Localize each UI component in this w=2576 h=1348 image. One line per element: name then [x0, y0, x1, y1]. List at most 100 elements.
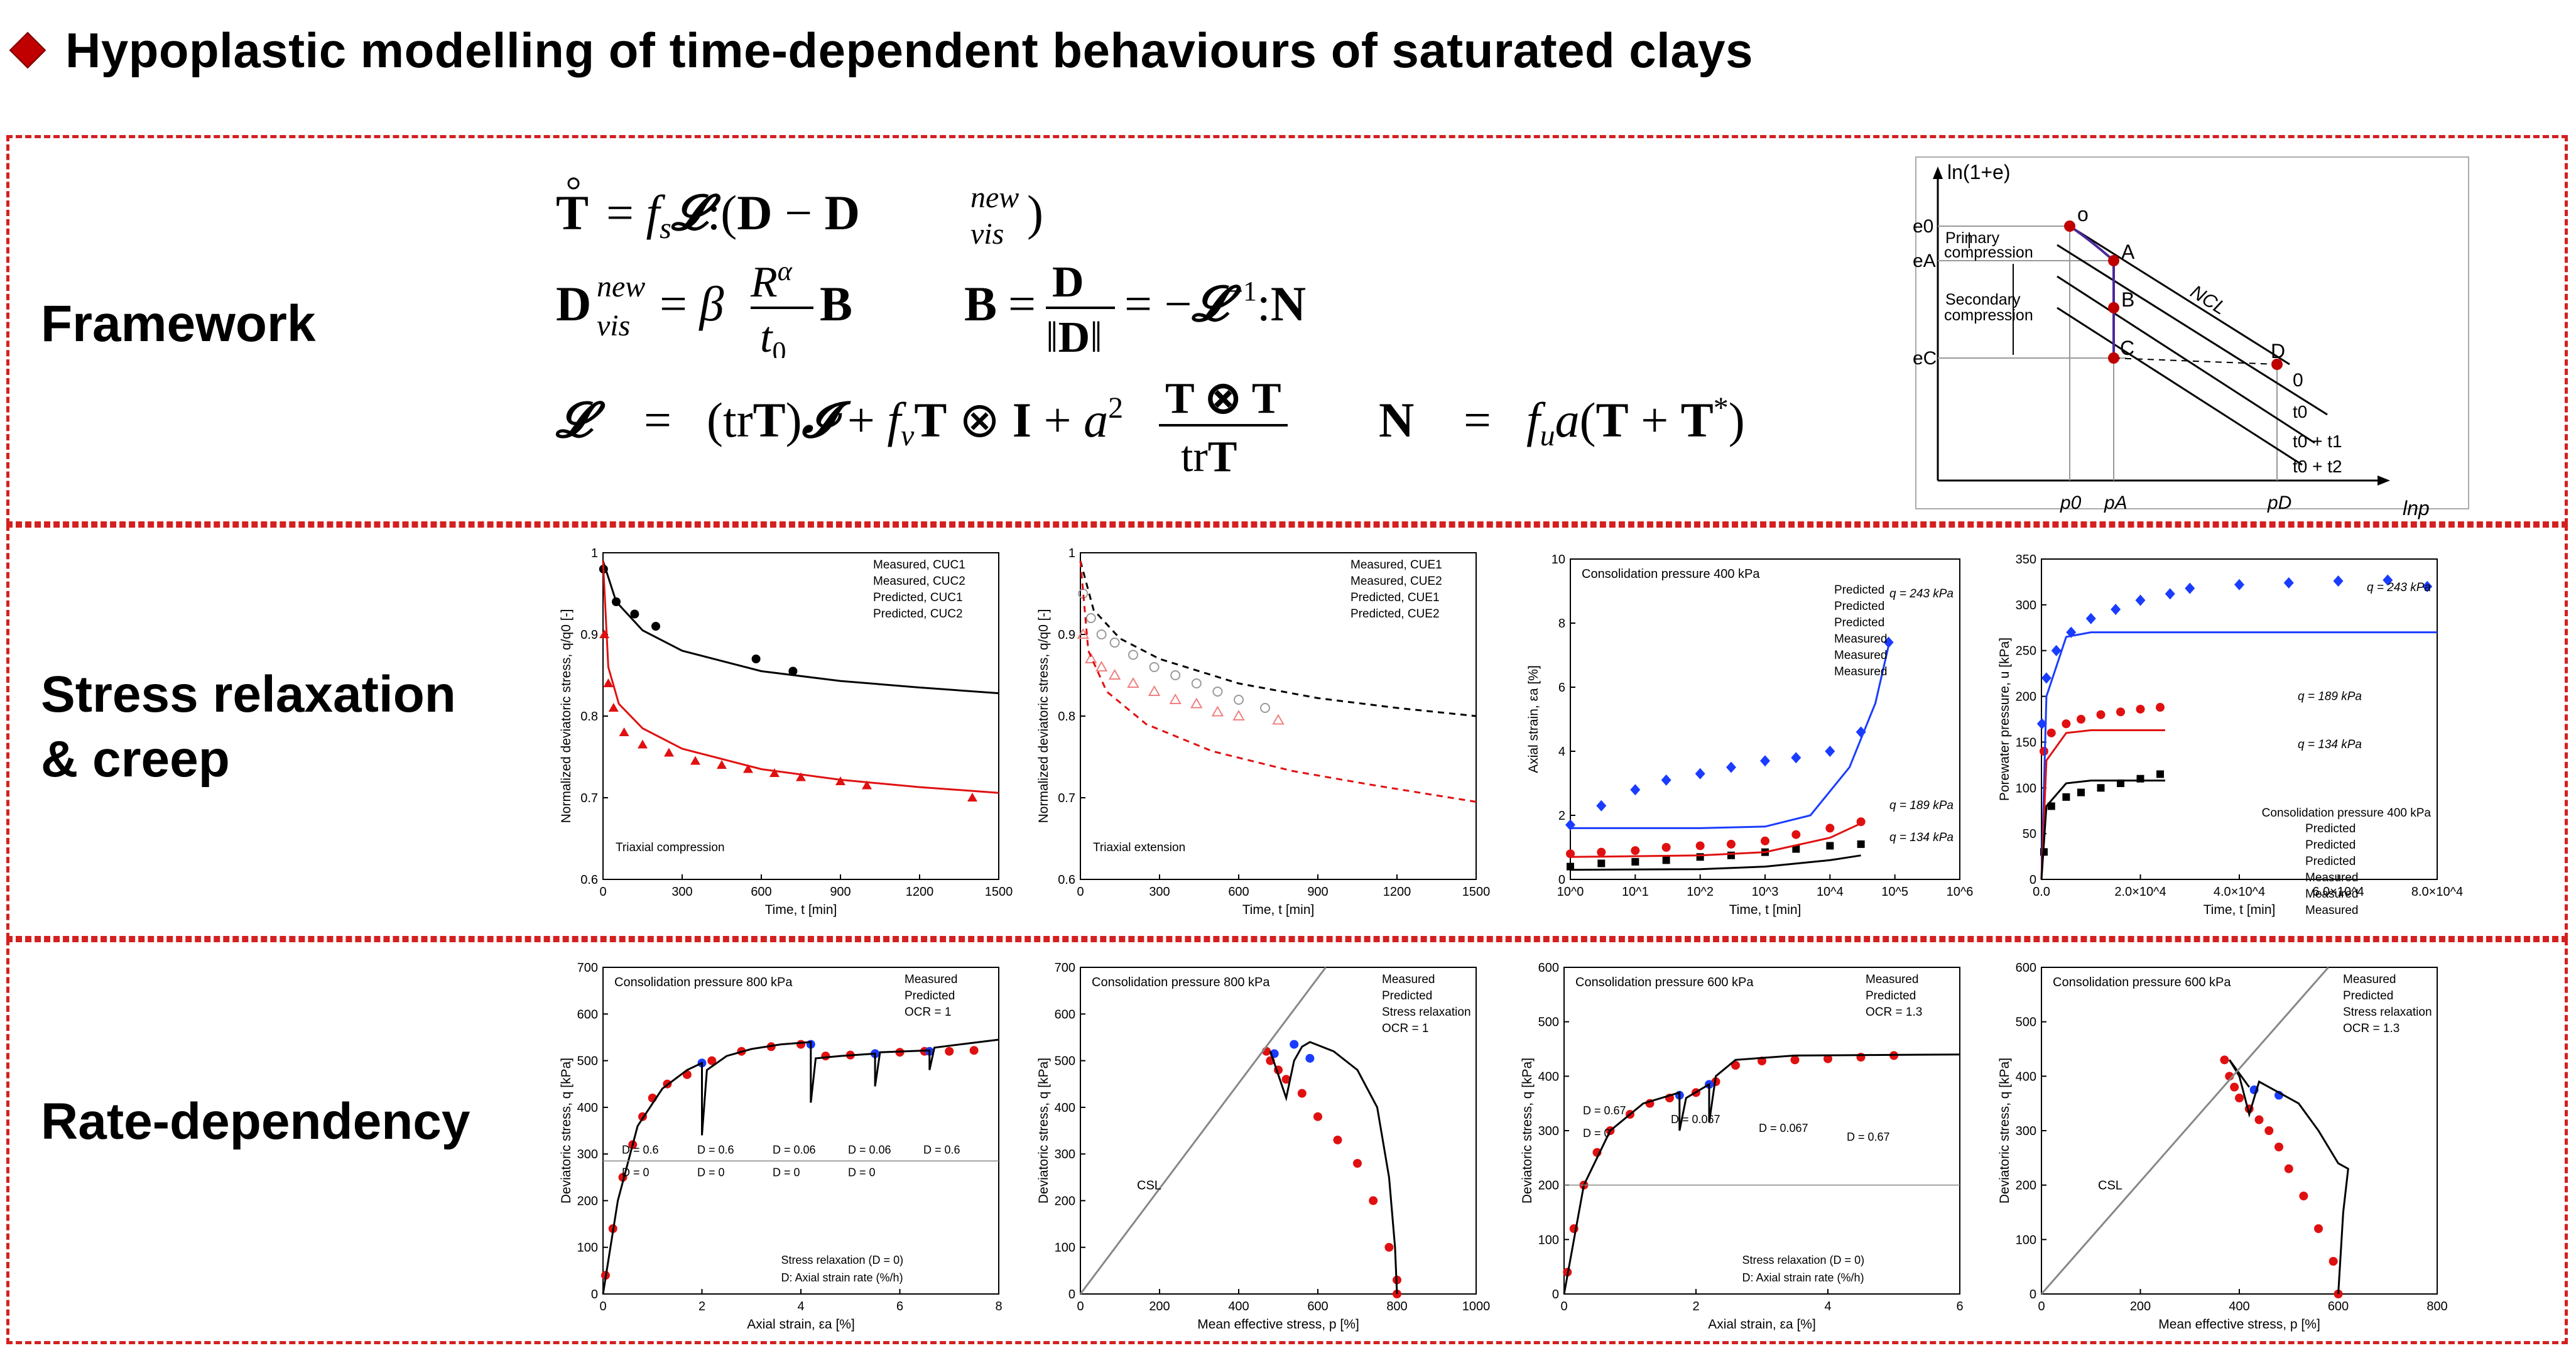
data-point	[1281, 1075, 1291, 1084]
y-tick-label: 100	[2016, 781, 2036, 795]
data-point	[1856, 1053, 1866, 1062]
x-tick-label: 8.0×10^4	[2411, 885, 2463, 899]
data-point	[1661, 774, 1671, 786]
legend-entry: Measured, CUE1	[1350, 558, 1442, 572]
plot-annotation: D: Axial strain rate (%/h)	[781, 1271, 903, 1284]
data-point	[796, 772, 806, 781]
data-point	[1727, 851, 1735, 859]
plot-annotation: D = 0	[697, 1166, 725, 1178]
legend-entry: OCR = 1	[1382, 1022, 1428, 1035]
plot-annotation: Stress relaxation (D = 0)	[781, 1254, 904, 1266]
y-tick-label: 250	[2016, 644, 2036, 658]
data-point	[2299, 1192, 2308, 1200]
legend-entry: Measured	[905, 973, 958, 986]
legend-entry: Measured	[1834, 649, 1888, 662]
x-tick-label: 400	[2229, 1300, 2249, 1313]
stress-relaxation-label-2: & creep	[41, 730, 230, 788]
series-line	[1570, 645, 1890, 829]
plot-annotation: q = 243 kPa	[1889, 587, 1954, 601]
plot-annotation: D = 0	[848, 1166, 876, 1178]
svg-text:(trT)𝓘 + fvT ⊗ I + a2: (trT)𝓘 + fvT ⊗ I + a2	[707, 391, 1123, 452]
data-point	[1384, 1242, 1394, 1252]
data-point	[1290, 1040, 1299, 1049]
plot-title: Consolidation pressure 600 kPa	[2053, 976, 2231, 989]
legend-entry: Measured, CUC2	[873, 575, 965, 588]
page-title: Hypoplastic modelling of time-dependent …	[65, 22, 1753, 78]
plot-annotation: D = 0	[773, 1166, 800, 1178]
svg-text:): )	[1027, 185, 1043, 240]
data-point	[1761, 836, 1769, 845]
x-tick-label: 300	[1149, 885, 1170, 899]
data-point	[1825, 746, 1835, 757]
data-point	[1725, 761, 1736, 773]
data-point	[1726, 839, 1736, 849]
y-tick-label: 1	[591, 546, 598, 560]
ncl-t0: t0	[2293, 402, 2307, 421]
legend-entry: OCR = 1	[905, 1006, 951, 1019]
x-tick-label: 2	[1692, 1300, 1699, 1313]
legend-entry: Measured	[2305, 871, 2359, 884]
series-line	[1079, 967, 1327, 1295]
series-line	[2040, 780, 2165, 880]
plot-annotation: D = 0.6	[697, 1143, 734, 1156]
legend-entry: Predicted	[2305, 855, 2356, 868]
ncl-b: B	[2121, 288, 2134, 311]
x-tick-label: 10^3	[1752, 885, 1779, 899]
svg-text:=: =	[1464, 393, 1491, 447]
plot-annotation: q = 243 kPa	[2367, 581, 2431, 594]
svg-text:= fs𝓛:(D − D: = fs𝓛:(D − D	[606, 185, 860, 245]
data-point	[796, 1040, 805, 1049]
svg-text:= −𝓛−1:N: = −𝓛−1:N	[1124, 276, 1306, 331]
data-point	[1085, 613, 1096, 623]
svg-text:D: D	[556, 276, 591, 331]
chart-triaxial-compression: 0 300 600 900 1200 1500 0.6 0.7 0.8 0.9 1 Time, t […	[559, 546, 1013, 917]
series-line	[1563, 1053, 1960, 1295]
legend-entry: Measured, CUC1	[873, 558, 965, 572]
series-line	[602, 1038, 999, 1295]
y-tick-label: 6	[1558, 681, 1565, 695]
legend-entry: Measured	[1382, 973, 1435, 986]
data-point	[1333, 1135, 1342, 1144]
data-point	[1313, 1112, 1322, 1121]
data-point	[2041, 672, 2052, 684]
data-point	[2234, 579, 2244, 590]
data-point	[2062, 793, 2070, 801]
legend-entry: Predicted	[2305, 822, 2356, 835]
data-point	[743, 764, 753, 773]
y-tick-label: 600	[577, 1008, 598, 1021]
x-tick-label: 0	[1560, 1300, 1567, 1313]
page-title-bar: Hypoplastic modelling of time-dependent …	[0, 13, 1753, 88]
y-tick-label: 400	[2016, 1070, 2036, 1084]
data-point	[1148, 685, 1161, 696]
y-tick-label: 500	[1538, 1016, 1559, 1030]
legend-entry: OCR = 1.3	[1866, 1006, 1922, 1019]
x-tick-label: 600	[1307, 1300, 1328, 1313]
x-tick-label: 4	[1824, 1300, 1831, 1313]
data-point	[1108, 668, 1121, 680]
svg-text:t0: t0	[760, 313, 786, 358]
y-tick-label: 0.6	[580, 873, 598, 887]
data-point	[2329, 1257, 2338, 1266]
x-tick-label: 0	[599, 1300, 606, 1313]
plot-title: Consolidation pressure 800 kPa	[1092, 976, 1270, 989]
x-tick-label: 200	[2130, 1300, 2151, 1313]
data-point	[2422, 580, 2433, 592]
x-tick-label: 10^5	[1881, 885, 1908, 899]
plot-annotation: D = 0	[1583, 1127, 1611, 1139]
data-point	[1077, 628, 1089, 639]
data-point	[1127, 677, 1139, 688]
data-point	[1790, 1055, 1800, 1065]
y-tick-label: 200	[1055, 1194, 1075, 1208]
data-point	[945, 1046, 954, 1056]
legend-entry: Measured	[1866, 973, 1919, 986]
x-tick-label: 1200	[1383, 885, 1411, 899]
svg-text:= β: = β	[660, 276, 724, 331]
ncl-t0t2: t0 + t2	[2293, 457, 2342, 476]
y-tick-label: 0	[2030, 1288, 2036, 1302]
data-point	[2383, 574, 2393, 586]
ncl-x-label: lnp	[2403, 497, 2430, 519]
plot-annotation: q = 189 kPa	[2298, 690, 2362, 703]
plot-annotation: q = 189 kPa	[1889, 799, 1954, 812]
data-point	[1825, 823, 1835, 833]
legend-entry: Predicted	[2343, 989, 2393, 1003]
